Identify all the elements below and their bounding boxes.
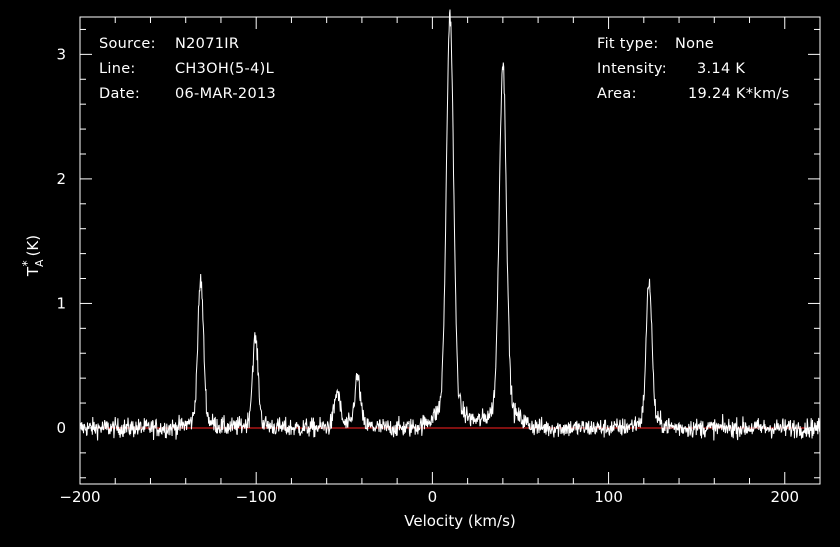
x-axis-label: Velocity (km/s) xyxy=(404,512,515,530)
line-value: CH3OH(5-4)L xyxy=(175,61,274,77)
plot-frame xyxy=(79,16,821,485)
source-value: N2071IR xyxy=(175,36,240,52)
intensity-label: Intensity: xyxy=(597,61,667,77)
source-row: Source: xyxy=(99,36,156,52)
y-tick-label: 0 xyxy=(56,419,66,437)
source-label: Source: xyxy=(99,36,156,52)
date-value: 06-MAR-2013 xyxy=(175,86,277,102)
y-tick-label: 2 xyxy=(56,170,66,188)
y-axis-label-text: TA*(K) xyxy=(20,235,46,277)
y-axis-label: TA*(K) xyxy=(20,235,46,277)
fit-type-label: Fit type: xyxy=(597,36,659,52)
line-label: Line: xyxy=(99,61,136,77)
y-tick-label: 3 xyxy=(56,45,66,63)
x-tick-label: −100 xyxy=(236,488,277,506)
area-label: Area: xyxy=(597,86,637,102)
spectrum-line xyxy=(79,9,821,441)
fit-type-value: None xyxy=(675,36,715,52)
y-tick-label: 1 xyxy=(56,294,66,312)
intensity-value: 3.14 K xyxy=(697,61,746,77)
area-value: 19.24 K*km/s xyxy=(688,86,790,102)
x-tick-label: −200 xyxy=(59,488,100,506)
date-label: Date: xyxy=(99,86,141,102)
x-tick-label: 0 xyxy=(428,488,438,506)
x-tick-label: 200 xyxy=(770,488,799,506)
x-tick-label: 100 xyxy=(594,488,623,506)
